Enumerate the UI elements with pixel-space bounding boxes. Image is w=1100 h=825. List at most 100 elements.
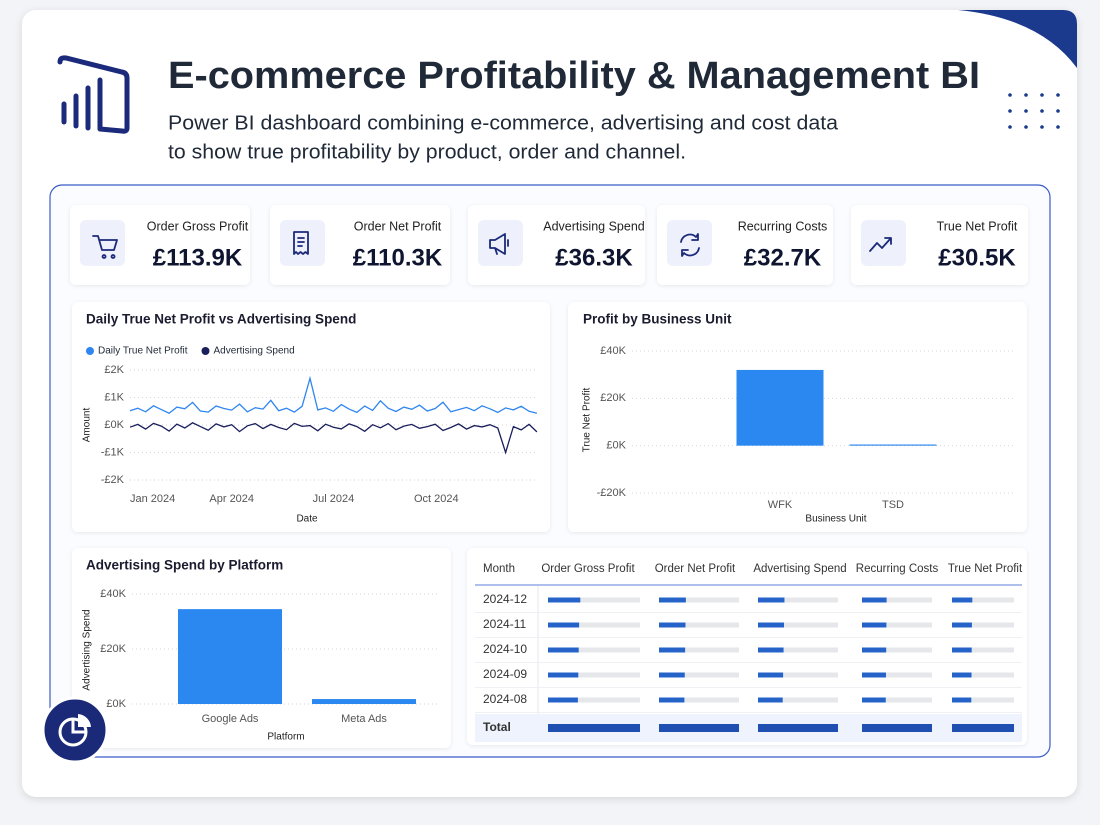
data-bar-track	[758, 647, 838, 653]
y-axis-title: Advertising Spend	[82, 609, 93, 690]
kpi-value: £113.9K	[153, 244, 243, 271]
y-axis-title: Amount	[82, 408, 93, 443]
kpi-icon	[293, 231, 309, 255]
total-data-bar	[862, 724, 932, 732]
data-bar-track	[952, 647, 1014, 653]
kpi-label: Order Net Profit	[354, 219, 442, 233]
kpi-icon	[489, 233, 509, 255]
data-bar	[758, 672, 784, 678]
data-bar-track	[952, 622, 1014, 628]
kpi-icon-box	[80, 220, 125, 266]
y-tick-label: £40K	[100, 588, 126, 600]
data-bar	[659, 597, 686, 603]
data-bar-track	[952, 672, 1014, 678]
corner-decoration	[958, 10, 1077, 68]
data-bar	[659, 672, 685, 678]
row-month: 2024-11	[483, 617, 526, 631]
column-header: Order Gross Profit	[541, 563, 635, 575]
data-bar	[758, 597, 785, 603]
data-bar	[659, 697, 685, 703]
y-tick-label: £0K	[606, 440, 626, 452]
chart-card	[72, 302, 550, 532]
kpi-label: Advertising Spend	[543, 219, 645, 233]
total-data-bar	[952, 724, 1014, 732]
data-bar	[952, 672, 972, 678]
data-bar-track	[659, 697, 739, 703]
dot	[1040, 109, 1044, 113]
dot	[1008, 125, 1012, 129]
data-bar-track	[862, 622, 932, 628]
kpi-icon-box	[861, 220, 906, 266]
x-tick-label: Meta Ads	[341, 713, 387, 725]
bar	[178, 609, 282, 704]
data-bar	[548, 647, 579, 653]
data-bar-track	[758, 597, 838, 603]
column-header: Month	[483, 563, 515, 575]
dot	[1024, 109, 1028, 113]
chart-title: Profit by Business Unit	[583, 312, 732, 327]
x-tick-label: Google Ads	[202, 713, 259, 725]
data-bar	[862, 647, 887, 653]
kpi-label: Order Gross Profit	[147, 219, 249, 233]
kpi-icon-box	[280, 220, 325, 266]
y-tick-label: £20K	[100, 643, 126, 655]
y-tick-label: £0K	[104, 419, 124, 431]
bar	[312, 699, 416, 704]
data-bar-track	[548, 672, 640, 678]
kpi-label: Recurring Costs	[738, 219, 828, 233]
dots-decoration	[1008, 93, 1060, 129]
subtitle-line: Power BI dashboard combining e-commerce,…	[168, 112, 839, 134]
data-bar	[758, 622, 785, 628]
fab-button[interactable]	[41, 696, 109, 764]
x-axis-title: Platform	[267, 732, 304, 743]
kpi-icon-box	[478, 220, 523, 266]
data-bar	[548, 597, 581, 603]
dot	[1024, 125, 1028, 129]
bar	[736, 369, 824, 446]
x-tick-label: Apr 2024	[209, 493, 254, 505]
column-header: Order Net Profit	[655, 563, 736, 575]
total-label: Total	[483, 720, 511, 734]
kpi-value: £30.5K	[938, 244, 1016, 271]
y-tick-label: -£20K	[597, 487, 627, 499]
data-bar-track	[548, 647, 640, 653]
data-bar	[862, 672, 886, 678]
kpi-icon	[680, 233, 700, 257]
data-bar	[952, 622, 972, 628]
data-bar-track	[862, 647, 932, 653]
data-bar	[952, 697, 972, 703]
page-title: E-commerce Profitability & Management BI	[168, 55, 980, 97]
data-bar-track	[862, 597, 932, 603]
data-bar	[548, 622, 580, 628]
column-header: Recurring Costs	[856, 563, 939, 575]
row-month: 2024-12	[483, 592, 527, 606]
line-series	[129, 422, 538, 455]
total-data-bar	[548, 724, 640, 732]
legend-label: Advertising Spend	[213, 346, 294, 357]
chart-title: Advertising Spend by Platform	[86, 558, 283, 573]
bar	[849, 444, 937, 446]
data-bar	[659, 647, 686, 653]
data-bar-track	[659, 672, 739, 678]
data-bar-track	[758, 697, 838, 703]
data-bar	[952, 597, 973, 603]
x-tick-label: WFK	[768, 499, 793, 511]
chart-title: Daily True Net Profit vs Advertising Spe…	[86, 312, 356, 327]
kpi-icon	[869, 237, 892, 252]
dot	[1056, 93, 1060, 97]
data-bar	[862, 622, 887, 628]
legend-marker	[86, 347, 94, 355]
total-data-bar	[659, 724, 739, 732]
data-bar	[548, 697, 578, 703]
data-bar	[548, 672, 579, 678]
data-bar	[758, 697, 783, 703]
row-month: 2024-08	[483, 692, 527, 706]
line-series	[129, 375, 538, 414]
y-tick-label: -£2K	[101, 474, 125, 486]
data-bar-track	[952, 697, 1014, 703]
dot	[1040, 125, 1044, 129]
kpi-value: £36.3K	[555, 244, 633, 271]
column-header: Advertising Spend	[753, 563, 846, 575]
y-tick-label: -£1K	[101, 446, 125, 458]
